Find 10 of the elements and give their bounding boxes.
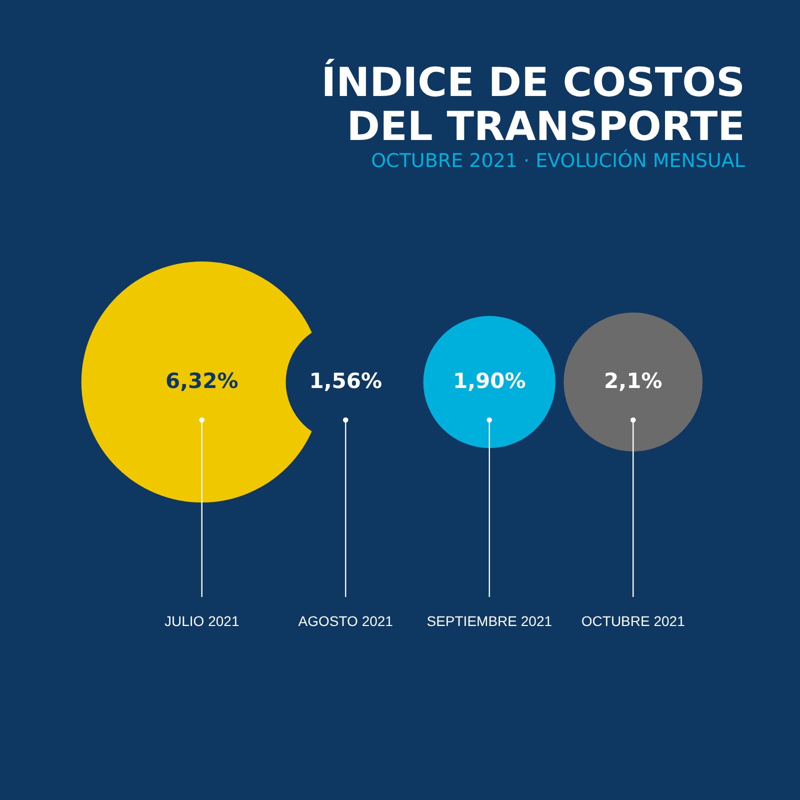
data-label: 1,56% [309, 369, 382, 393]
data-label: 1,90% [452, 369, 526, 393]
text: OCTUBRE 2021 · EVOLUCIÓN MENSUAL [371, 149, 746, 172]
category-label: JULIO 2021 [164, 613, 240, 629]
data-label: 6,32% [165, 369, 238, 393]
category-label: OCTUBRE 2021 [581, 613, 686, 629]
category-label: AGOSTO 2021 [298, 613, 394, 629]
category-label: SEPTIEMBRE 2021 [426, 613, 552, 629]
data-label: 2,1% [604, 369, 662, 393]
text: ÍNDICE DE COSTOS DEL TRANSPORTE [321, 58, 745, 150]
